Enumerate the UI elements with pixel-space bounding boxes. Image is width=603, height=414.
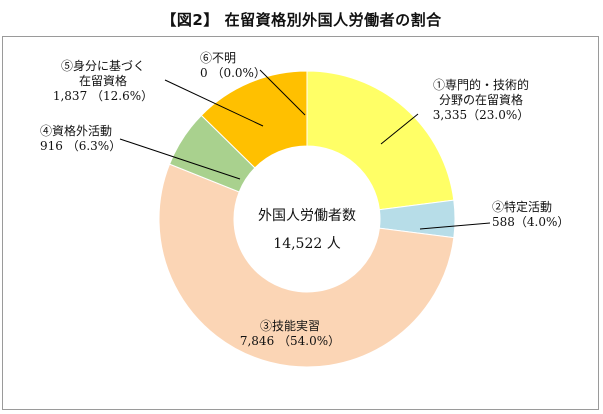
slice-label-3: ③技能実習 7,846 （54.0%） bbox=[225, 319, 355, 349]
leader-line-5 bbox=[259, 69, 306, 116]
slice-label-4-name: ④資格外活動 bbox=[40, 124, 113, 138]
leader-line-1 bbox=[380, 113, 419, 145]
center-total-value: 14,522 人 bbox=[273, 236, 341, 252]
leader-line-2 bbox=[419, 222, 491, 230]
slice-label-2-name: ②特定活動 bbox=[492, 200, 553, 214]
leader-line-3 bbox=[119, 138, 241, 180]
slice-label-1-name-cont: 分野の在留資格 bbox=[438, 93, 523, 107]
chart-frame bbox=[2, 36, 599, 410]
slice-label-4: ④資格外活動 916 （6.3%） bbox=[40, 124, 150, 154]
slice-label-1: ①専門的・技術的 分野の在留資格 3,335（23.0%） bbox=[406, 78, 556, 123]
slice-label-1-name: ①専門的・技術的 bbox=[432, 78, 529, 92]
leader-line-4 bbox=[164, 79, 264, 127]
slice-label-2-value: 588（4.0%） bbox=[492, 215, 570, 229]
slice-label-2: ②特定活動 588（4.0%） bbox=[492, 200, 592, 230]
slice-label-6-name: ⑥不明 bbox=[200, 51, 237, 65]
donut-slice-5 bbox=[200, 70, 308, 169]
slice-label-4-value: 916 （6.3%） bbox=[40, 139, 122, 153]
slice-label-1-value: 3,335（23.0%） bbox=[432, 108, 530, 122]
slice-label-6: ⑥不明 0 （0.0%） bbox=[200, 51, 290, 81]
slice-label-5-value: 1,837 （12.6%） bbox=[52, 89, 154, 103]
slice-label-3-name: ③技能実習 bbox=[259, 319, 320, 333]
chart-title: 【図2】 在留資格別外国人労働者の割合 bbox=[161, 11, 442, 29]
slice-label-5: ⑤身分に基づく 在留資格 1,837 （12.6%） bbox=[38, 59, 168, 104]
center-total-label: 外国人労働者数 bbox=[258, 208, 356, 224]
slice-label-6-value: 0 （0.0%） bbox=[200, 66, 266, 80]
donut-slice-3 bbox=[158, 163, 455, 368]
slice-label-3-value: 7,846 （54.0%） bbox=[239, 334, 341, 348]
donut-slice-1 bbox=[306, 70, 455, 211]
slice-label-5-name: ⑤身分に基づく bbox=[60, 59, 145, 73]
slice-label-5-name-cont: 在留資格 bbox=[78, 74, 127, 88]
